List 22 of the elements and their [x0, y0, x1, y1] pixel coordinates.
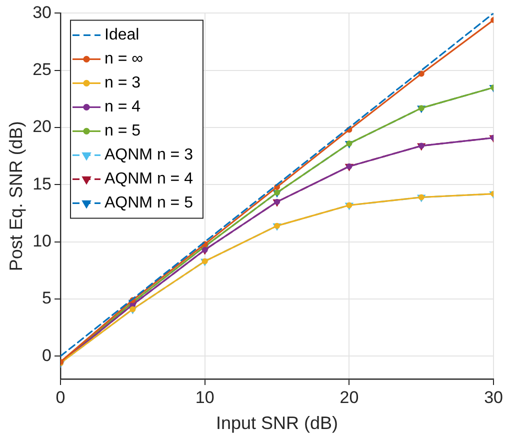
x-tick-label: 30	[484, 388, 504, 407]
x-tick-label: 10	[195, 388, 214, 407]
y-tick-label: 5	[42, 288, 52, 308]
x-tick-label: 0	[56, 388, 66, 407]
y-tick-label: 0	[42, 346, 52, 365]
y-tick-label: 15	[32, 174, 52, 194]
legend-label: Ideal	[104, 26, 140, 44]
legend-label: n = ∞	[104, 50, 144, 68]
legend-label: n = 3	[104, 74, 141, 92]
x-axis-title: Input SNR (dB)	[216, 413, 338, 434]
legend-label: n = 4	[104, 98, 141, 116]
y-tick-label: 10	[32, 232, 52, 251]
x-tick-label: 20	[340, 388, 359, 407]
y-tick-label: 25	[32, 60, 52, 80]
legend-label: n = 5	[104, 122, 141, 140]
y-axis-title: Post Eq. SNR (dB)	[6, 121, 26, 272]
legend-label: AQNM n = 3	[104, 146, 194, 164]
legend-label: AQNM n = 5	[104, 194, 194, 212]
y-tick-label: 20	[32, 117, 52, 136]
y-tick-label: 30	[32, 2, 52, 22]
legend-label: AQNM n = 4	[104, 170, 194, 188]
point	[418, 70, 424, 77]
